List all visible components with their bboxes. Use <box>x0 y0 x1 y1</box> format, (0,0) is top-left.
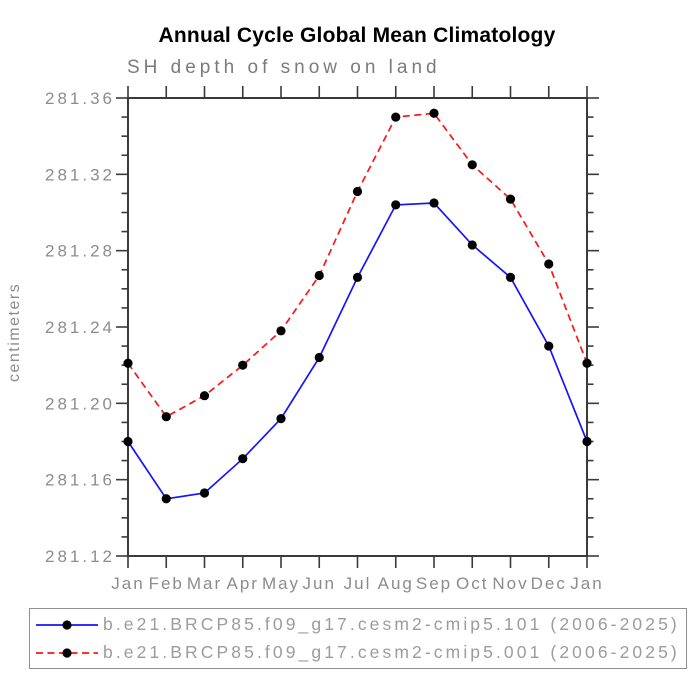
series-0-marker <box>467 240 477 250</box>
x-tick-label: Jan <box>570 574 603 593</box>
y-tick-label: 281.36 <box>45 89 115 108</box>
legend-marker-icon <box>62 619 72 630</box>
series-1-marker <box>467 160 477 170</box>
legend-label: b.e21.BRCP85.f09_g17.cesm2-cmip5.101 (20… <box>103 614 680 634</box>
series-0-marker <box>161 494 171 504</box>
x-tick-label: Dec <box>531 574 567 593</box>
series-1-marker <box>238 360 248 370</box>
series-0-marker <box>391 200 401 210</box>
x-tick-label: Oct <box>456 574 488 593</box>
series-0-marker <box>582 436 592 447</box>
x-tick-label: Mar <box>187 574 222 593</box>
legend-item: b.e21.BRCP85.f09_g17.cesm2-cmip5.001 (20… <box>33 639 686 666</box>
x-tick-label: May <box>262 574 300 593</box>
x-tick-label: Jan <box>111 574 144 593</box>
y-tick-label: 281.12 <box>45 547 115 566</box>
series-1-marker <box>391 112 401 122</box>
series-0-marker <box>238 454 248 464</box>
y-tick-label: 281.28 <box>45 242 115 261</box>
series-0-marker <box>123 436 133 447</box>
legend: b.e21.BRCP85.f09_g17.cesm2-cmip5.101 (20… <box>29 608 687 669</box>
series-0-marker <box>199 488 210 498</box>
chart-title: Annual Cycle Global Mean Climatology <box>158 24 556 47</box>
x-tick-label: Apr <box>227 574 259 593</box>
legend-item: b.e21.BRCP85.f09_g17.cesm2-cmip5.101 (20… <box>33 611 686 638</box>
y-tick-label: 281.20 <box>45 394 115 413</box>
plot-frame <box>127 97 588 557</box>
series-0-marker <box>276 414 286 424</box>
legend-line-sample-dashed <box>36 647 98 658</box>
series-line-1 <box>127 112 588 418</box>
series-0-marker <box>429 198 439 208</box>
series-1-marker <box>352 186 363 197</box>
series-line-0 <box>127 202 588 500</box>
legend-label: b.e21.BRCP85.f09_g17.cesm2-cmip5.001 (20… <box>103 642 680 662</box>
series-1-marker <box>314 270 324 281</box>
y-axis-title: centimeters <box>6 282 23 382</box>
series-1-marker <box>123 358 133 368</box>
x-tick-label: Nov <box>492 574 528 593</box>
x-tick-label: Jun <box>303 574 336 593</box>
x-tick-label: Feb <box>149 574 184 593</box>
series-1-marker <box>544 259 554 269</box>
series-1-marker <box>429 108 439 118</box>
series-1-marker <box>199 391 210 401</box>
x-tick-label: Jul <box>344 574 372 593</box>
y-tick-label: 281.16 <box>45 471 115 490</box>
series-1-marker <box>505 194 516 204</box>
y-tick-label: 281.24 <box>45 318 115 337</box>
series-0-marker <box>544 341 554 351</box>
series-0-marker <box>505 272 516 282</box>
series-1-marker <box>161 412 171 422</box>
series-0-marker <box>352 272 363 282</box>
x-tick-label: Aug <box>378 574 414 593</box>
chart-subtitle: SH depth of snow on land <box>127 57 441 78</box>
y-tick-label: 281.32 <box>45 165 115 184</box>
legend-line-sample-solid <box>36 619 98 630</box>
legend-marker-icon <box>62 647 72 658</box>
series-1-marker <box>276 326 286 336</box>
series-1-marker <box>582 358 592 368</box>
x-tick-label: Sep <box>416 574 452 593</box>
series-0-marker <box>314 352 324 363</box>
